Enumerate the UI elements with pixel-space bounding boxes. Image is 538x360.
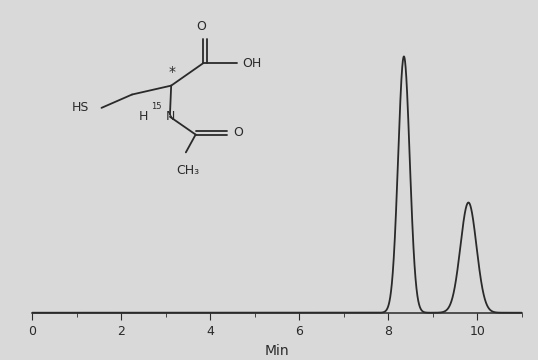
Text: HS: HS bbox=[72, 102, 89, 114]
Text: O: O bbox=[196, 20, 206, 33]
Text: O: O bbox=[233, 126, 243, 139]
Text: H: H bbox=[139, 110, 148, 123]
Text: OH: OH bbox=[242, 57, 261, 70]
Text: *: * bbox=[169, 66, 176, 80]
Text: CH₃: CH₃ bbox=[177, 163, 200, 176]
X-axis label: Min: Min bbox=[265, 344, 289, 358]
Text: 15: 15 bbox=[151, 102, 161, 111]
Text: N: N bbox=[166, 110, 175, 123]
